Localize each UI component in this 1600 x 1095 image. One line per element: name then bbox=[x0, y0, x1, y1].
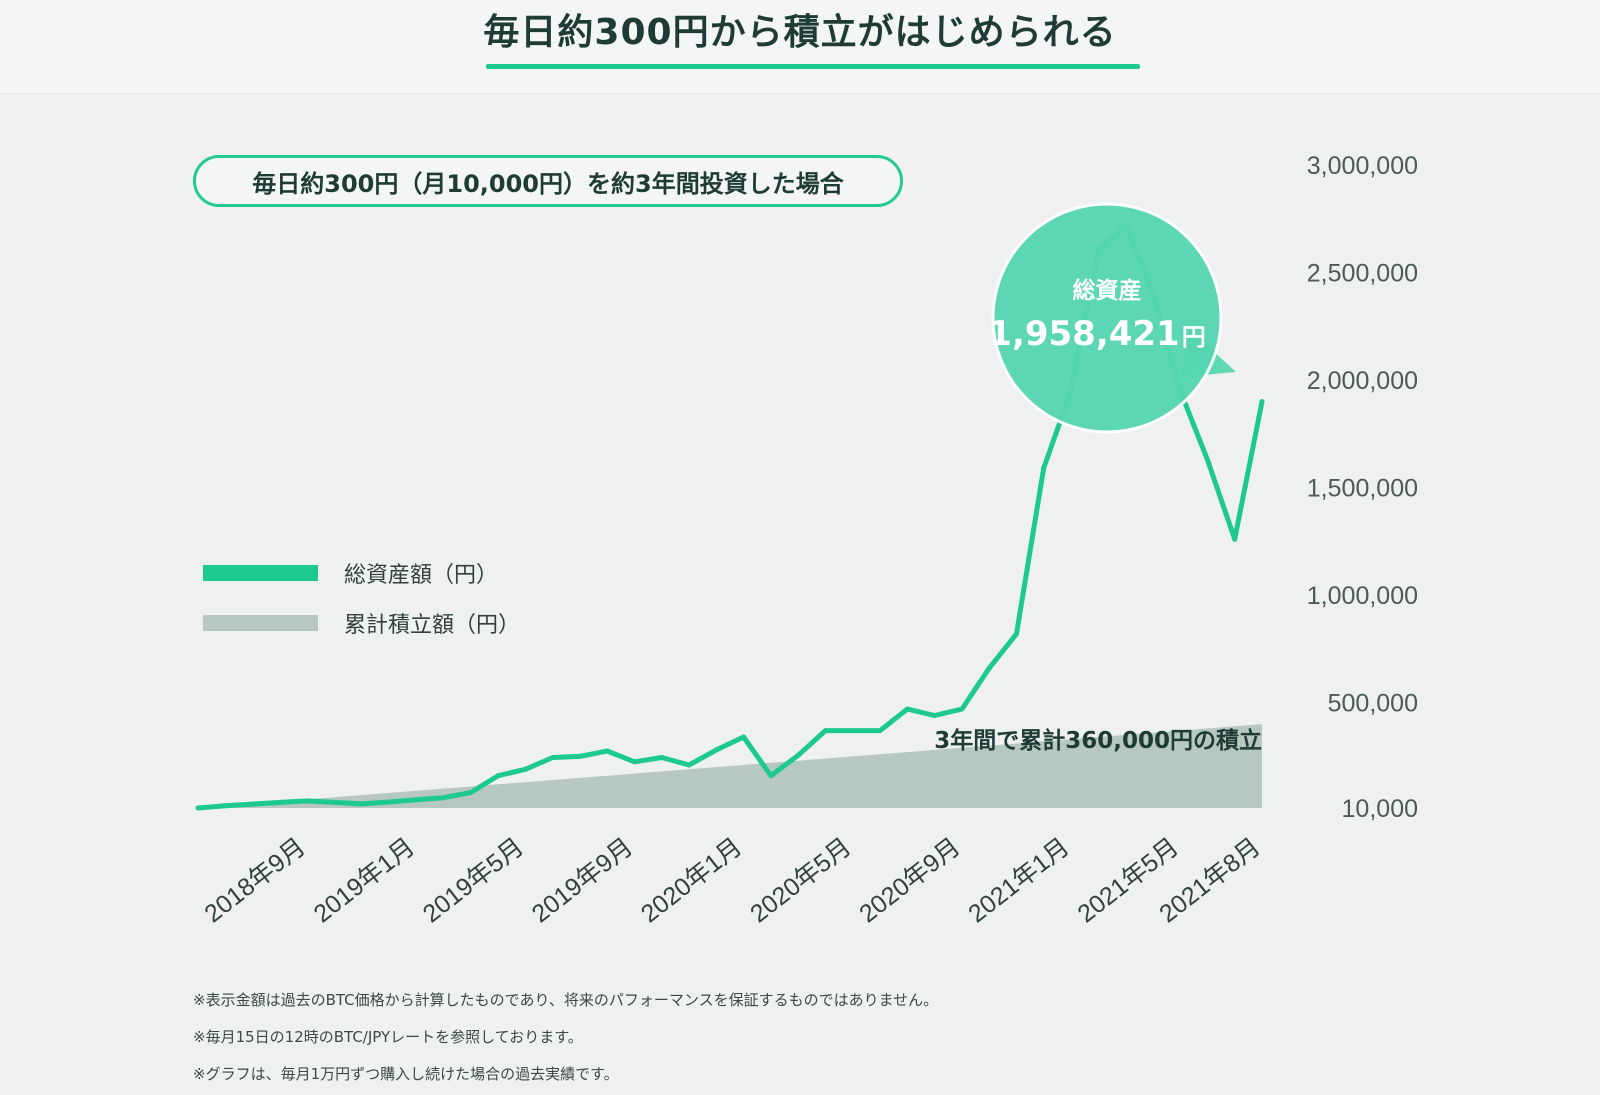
total-assets-point bbox=[577, 753, 583, 759]
legend-label-total-assets: 総資産額（円） bbox=[344, 563, 499, 588]
cumulative-area bbox=[198, 724, 1262, 808]
callout-amount-value: 1,958,421 bbox=[988, 314, 1179, 354]
total-assets-point bbox=[331, 799, 337, 805]
callout-unit: 円 bbox=[1182, 323, 1206, 351]
callout-amount: 1,958,421円 bbox=[988, 314, 1205, 354]
x-axis-ticks: 2018年9月2019年1月2019年5月2019年9月2020年1月2020年… bbox=[199, 833, 1265, 929]
total-assets-point bbox=[468, 790, 474, 795]
y-tick-label: 1,500,000 bbox=[1307, 475, 1418, 503]
title-underline bbox=[486, 64, 1140, 69]
x-tick-label: 2020年1月 bbox=[636, 833, 747, 929]
y-tick-label: 3,000,000 bbox=[1307, 152, 1418, 180]
x-tick-label: 2021年1月 bbox=[963, 833, 1074, 929]
total-assets-point bbox=[877, 728, 883, 734]
total-assets-point bbox=[495, 773, 501, 779]
total-assets-point bbox=[195, 805, 201, 811]
total-assets-point bbox=[932, 713, 938, 718]
total-assets-point bbox=[850, 728, 856, 734]
y-axis-ticks: 3,000,000 2,500,000 2,000,000 1,500,000 1,00… bbox=[1307, 152, 1418, 823]
legend-item-cumulative: 累計積立額（円） bbox=[203, 598, 520, 648]
callout-bubble bbox=[991, 202, 1223, 434]
total-assets-point bbox=[1041, 465, 1047, 471]
x-tick-label: 2019年1月 bbox=[309, 833, 420, 929]
total-assets-point bbox=[686, 762, 692, 768]
x-tick-label: 2020年9月 bbox=[854, 833, 965, 929]
total-assets-point bbox=[823, 728, 828, 734]
footnote: ※表示金額は過去のBTC価格から計算したものであり、将来のパフォーマンスを保証す… bbox=[193, 991, 939, 1009]
header-band bbox=[0, 0, 1600, 94]
total-assets-point bbox=[1232, 536, 1238, 542]
total-assets-callout: 総資産 1,958,421円 bbox=[988, 202, 1236, 434]
total-assets-point bbox=[413, 797, 419, 803]
x-tick-label: 2019年9月 bbox=[527, 833, 638, 929]
total-assets-point bbox=[1259, 399, 1265, 405]
y-tick-label: 2,500,000 bbox=[1307, 260, 1418, 288]
total-assets-point bbox=[632, 759, 637, 765]
total-assets-point bbox=[986, 665, 992, 671]
legend-label-cumulative: 累計積立額（円） bbox=[344, 613, 521, 638]
cumulative-annotation: 3年間で累計360,000円の積立 bbox=[934, 727, 1262, 754]
page-title: 毎日約300円から積立がはじめられる bbox=[483, 12, 1117, 53]
total-assets-point bbox=[795, 752, 801, 758]
total-assets-point bbox=[713, 747, 719, 753]
area-layer bbox=[198, 724, 1262, 808]
footnote: ※毎月15日の12時のBTC/JPYレートを参照しております。 bbox=[193, 1028, 583, 1046]
footnotes: ※表示金額は過去のBTC価格から計算したものであり、将来のパフォーマンスを保証す… bbox=[193, 982, 938, 1093]
x-tick-label: 2019年5月 bbox=[418, 833, 529, 929]
total-assets-point bbox=[1014, 631, 1019, 637]
y-tick-label: 10,000 bbox=[1342, 795, 1418, 823]
legend-swatch-cumulative bbox=[203, 615, 318, 631]
total-assets-point bbox=[659, 755, 665, 760]
total-assets-point bbox=[304, 798, 310, 804]
y-tick-label: 1,000,000 bbox=[1307, 582, 1418, 610]
total-assets-point bbox=[359, 801, 365, 807]
total-assets-point bbox=[222, 803, 228, 809]
total-assets-point bbox=[741, 734, 747, 740]
total-assets-point bbox=[522, 766, 528, 772]
condition-label: 毎日約300円（月10,000円）を約3年間投資した場合 bbox=[193, 155, 903, 207]
total-assets-point bbox=[904, 706, 910, 712]
y-tick-label: 2,000,000 bbox=[1307, 367, 1418, 395]
y-tick-label: 500,000 bbox=[1328, 690, 1418, 718]
total-assets-point bbox=[250, 801, 256, 807]
legend-swatch-total-assets bbox=[203, 565, 318, 581]
legend: 総資産額（円） 累計積立額（円） bbox=[203, 548, 520, 648]
legend-item-total-assets: 総資産額（円） bbox=[203, 548, 520, 598]
total-assets-point bbox=[959, 706, 965, 712]
footnote: ※グラフは、毎月1万円ずつ購入し続けた場合の過去実績です。 bbox=[193, 1065, 619, 1083]
callout-label: 総資産 bbox=[1073, 277, 1142, 304]
x-tick-label: 2018年9月 bbox=[199, 833, 310, 929]
total-assets-point bbox=[386, 799, 392, 805]
total-assets-point bbox=[1204, 457, 1210, 463]
total-assets-point bbox=[604, 748, 610, 754]
x-tick-label: 2020年5月 bbox=[745, 833, 856, 929]
total-assets-point bbox=[768, 773, 774, 779]
total-assets-point bbox=[550, 755, 556, 760]
total-assets-point bbox=[277, 799, 283, 805]
total-assets-point bbox=[441, 795, 446, 801]
